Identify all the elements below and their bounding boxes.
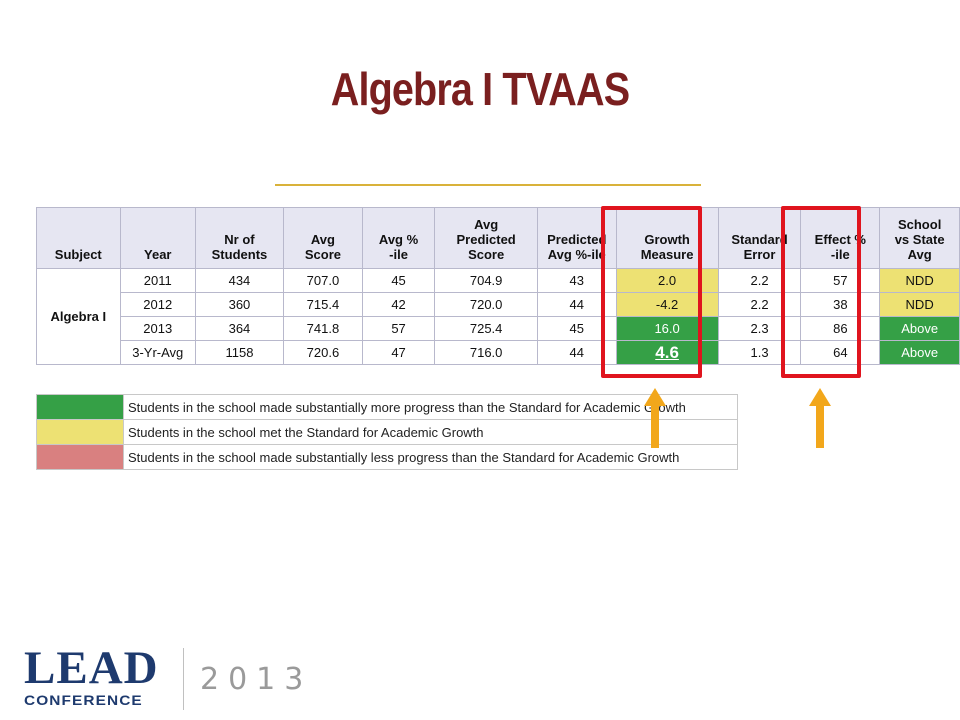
cell-effect: 38	[800, 292, 881, 317]
cell-avg-score: 741.8	[282, 316, 363, 341]
cell-effect: 64	[800, 340, 881, 365]
column-header-line: Avg %	[378, 232, 419, 247]
column-header-line: -ile	[830, 247, 850, 262]
cell-students: 1158	[194, 340, 284, 365]
legend-item: Students in the school made substantiall…	[36, 394, 738, 420]
lead-conference-logo: LEAD CONFERENCE	[24, 642, 159, 709]
cell-avg-score: 715.4	[282, 292, 363, 317]
cell-students: 360	[194, 292, 284, 317]
cell-std-err: 2.2	[717, 292, 802, 317]
cell-std-err: 1.3	[717, 340, 802, 365]
effect-percentile-highlight-box	[781, 206, 861, 378]
column-header: School vs State Avg	[879, 207, 960, 269]
cell-std-err: 2.3	[717, 316, 802, 341]
column-header-line: vs State	[894, 232, 945, 247]
subject-cell: Algebra I	[36, 268, 121, 365]
column-header-line: Students	[211, 247, 268, 262]
cell-avg-score: 707.0	[282, 268, 363, 293]
column-header: Avg Score	[282, 207, 363, 269]
footer-divider	[183, 648, 184, 710]
column-header-line: -ile	[389, 247, 408, 262]
cell-vs-state: NDD	[879, 292, 960, 317]
legend-text: Students in the school met the Standard …	[128, 424, 484, 440]
cell-effect: 57	[800, 268, 881, 293]
column-header: Year	[119, 207, 196, 269]
column-header: Subject	[36, 207, 121, 269]
cell-year: 3-Yr-Avg	[119, 340, 196, 365]
cell-avg-pred-score: 704.9	[434, 268, 539, 293]
column-header: Avg % -ile	[361, 207, 436, 269]
column-header-line: Error	[743, 247, 776, 262]
cell-std-err: 2.2	[717, 268, 802, 293]
cell-year: 2012	[119, 292, 196, 317]
column-header-line: Avg %-ile	[547, 247, 606, 262]
column-header-line: School	[897, 217, 942, 232]
cell-year: 2011	[119, 268, 196, 293]
logo-sub-text: CONFERENCE	[24, 692, 143, 708]
legend-item: Students in the school made substantiall…	[36, 445, 738, 470]
legend-text: Students in the school made substantiall…	[128, 399, 686, 415]
column-header-line: Effect %	[814, 232, 866, 247]
legend-swatch	[37, 395, 124, 419]
title-divider	[275, 184, 701, 186]
column-header-line: Avg	[310, 232, 335, 247]
column-header-line: Year	[144, 247, 172, 262]
cell-vs-state: NDD	[879, 268, 960, 293]
column-header-line: Predicted	[456, 232, 516, 247]
column-header: Avg Predicted Score	[434, 207, 539, 269]
column-header-line: Predicted	[547, 232, 607, 247]
column-header-line: Measure	[640, 247, 694, 262]
cell-avg-pctile: 42	[361, 292, 436, 317]
arrow-up-icon	[644, 388, 666, 448]
column-header-line: Score	[304, 247, 341, 262]
legend-item: Students in the school met the Standard …	[36, 420, 738, 445]
table-row: 2013 364 741.8 57 725.4 45 16.0 2.3 86 Above	[37, 316, 960, 341]
footer-year: 2013	[200, 662, 313, 697]
column-header: Nr of Students	[194, 207, 284, 269]
column-header-line: Avg	[907, 247, 932, 262]
legend-text: Students in the school made substantiall…	[128, 449, 680, 465]
column-header-line: Growth	[644, 232, 690, 247]
legend: Students in the school made substantiall…	[36, 394, 738, 470]
cell-students: 434	[194, 268, 284, 293]
legend-swatch	[37, 420, 124, 444]
cell-avg-pred-score: 716.0	[434, 340, 539, 365]
cell-avg-pctile: 47	[361, 340, 436, 365]
cell-avg-pctile: 45	[361, 268, 436, 293]
cell-avg-pctile: 57	[361, 316, 436, 341]
cell-year: 2013	[119, 316, 196, 341]
arrow-up-icon	[809, 388, 831, 448]
slide-title: Algebra I TVAAS	[330, 63, 630, 115]
column-header-line: Subject	[54, 247, 102, 262]
growth-measure-highlight-box	[601, 206, 702, 378]
cell-avg-pred-score: 720.0	[434, 292, 539, 317]
cell-avg-score: 720.6	[282, 340, 363, 365]
logo-main-text: LEAD	[24, 642, 159, 694]
cell-students: 364	[194, 316, 284, 341]
column-header-line: Avg	[474, 217, 499, 232]
legend-swatch	[37, 445, 124, 469]
column-header-line: Standard	[731, 232, 788, 247]
column-header: Effect % -ile	[800, 207, 881, 269]
cell-avg-pred-score: 725.4	[434, 316, 539, 341]
cell-vs-state: Above	[879, 316, 960, 341]
column-header-line: Nr of	[224, 232, 255, 247]
column-header-line: Score	[468, 247, 505, 262]
cell-vs-state: Above	[879, 340, 960, 365]
table-header-row: Subject Year Nr of Students Avg Score Avg % -il…	[36, 207, 960, 269]
